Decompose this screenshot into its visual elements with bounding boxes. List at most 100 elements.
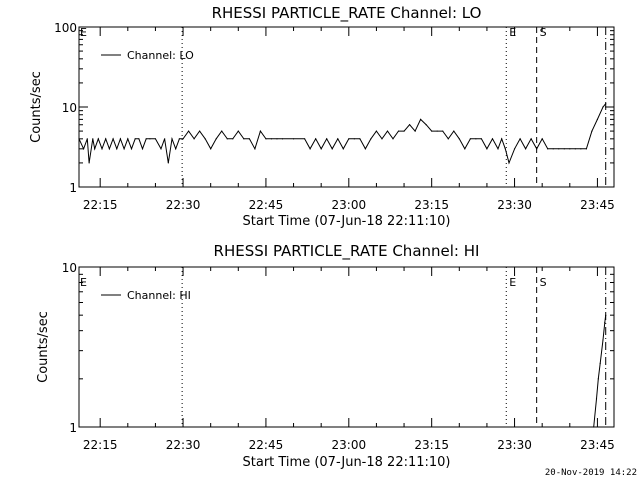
data-point (171, 138, 173, 140)
data-point (232, 138, 234, 140)
data-point (210, 148, 212, 150)
data-point (513, 148, 516, 150)
data-point (591, 130, 593, 132)
data-point (83, 148, 85, 150)
data-point (491, 138, 494, 140)
x-tick-label: 23:00 (332, 438, 367, 452)
data-point (160, 148, 162, 150)
data-point (123, 148, 125, 150)
data-point (599, 362, 601, 364)
data-point (127, 138, 129, 140)
data-point (86, 138, 88, 140)
data-point (199, 130, 201, 132)
x-tick-label: 23:30 (497, 198, 532, 212)
data-point (254, 148, 256, 150)
data-point (116, 148, 118, 150)
data-point (436, 130, 438, 132)
data-point (119, 138, 122, 140)
data-point (431, 130, 433, 132)
data-point (414, 130, 416, 132)
data-point (375, 130, 378, 132)
data-point (237, 130, 239, 132)
footer-timestamp: 20-Nov-2019 14:22 (545, 468, 637, 478)
data-point (464, 148, 466, 150)
data-point (397, 130, 400, 132)
data-point (530, 138, 532, 140)
x-tick-label: 23:15 (414, 438, 449, 452)
data-point (154, 138, 157, 140)
data-point (276, 138, 278, 140)
data-point (134, 138, 136, 140)
data-point (447, 138, 449, 140)
legend-label: Channel: HI (127, 289, 191, 302)
data-point (78, 138, 80, 140)
x-tick-label: 23:30 (497, 438, 532, 452)
data-point (243, 138, 245, 140)
data-point (204, 138, 206, 140)
data-point (536, 148, 538, 150)
data-point (178, 138, 180, 140)
data-point (342, 148, 344, 150)
data-point (596, 118, 599, 120)
data-point (392, 138, 394, 140)
data-point (370, 138, 372, 140)
data-point (187, 130, 190, 132)
y-tick-label: 1 (69, 181, 77, 195)
x-tick-label: 22:30 (166, 438, 201, 452)
data-point (519, 138, 521, 140)
x-tick-label: 22:15 (83, 198, 118, 212)
plot-frame (78, 266, 615, 428)
data-point (94, 148, 96, 150)
x-tick-label: 22:45 (249, 438, 284, 452)
corner-label: E (80, 26, 87, 39)
data-point (138, 138, 140, 140)
x-tick-label: 22:30 (166, 198, 201, 212)
x-tick-label: 22:15 (83, 438, 118, 452)
data-point (215, 138, 217, 140)
x-axis-title: Start Time (07-Jun-18 22:11:10) (243, 214, 451, 229)
chart-title: RHESSI PARTICLE_RATE Channel: LO (212, 4, 482, 23)
data-point (92, 138, 94, 140)
series-line (593, 315, 607, 428)
data-point (88, 162, 90, 164)
data-point (315, 138, 317, 140)
data-point (164, 138, 166, 140)
data-point (292, 138, 295, 140)
data-point (112, 138, 114, 140)
data-point (248, 138, 250, 140)
data-point (381, 138, 383, 140)
data-point (604, 321, 606, 324)
data-point (403, 130, 405, 132)
data-point (547, 148, 549, 150)
data-point (569, 148, 571, 150)
x-tick-label: 22:45 (249, 198, 284, 212)
y-tick-label: 100 (54, 21, 77, 35)
y-tick-label: 1 (69, 421, 77, 435)
corner-label: E (80, 276, 87, 289)
data-point (475, 138, 477, 140)
data-point (304, 138, 306, 140)
data-point (259, 130, 262, 132)
y-tick-label: 10 (62, 261, 77, 275)
data-point (331, 148, 333, 150)
marker-label: E (509, 26, 516, 39)
data-point (453, 130, 455, 132)
series-line (78, 103, 607, 165)
chart-panel-lo: RHESSI PARTICLE_RATE Channel: LO 1 10 100 22… (29, 4, 615, 229)
data-point (593, 426, 595, 428)
data-point (420, 118, 422, 120)
data-point (348, 138, 350, 140)
data-point (353, 138, 355, 140)
data-point (182, 138, 184, 140)
x-tick-label: 23:45 (580, 198, 615, 212)
data-point (541, 138, 543, 140)
data-point (175, 148, 177, 150)
data-point (320, 148, 322, 150)
data-point (149, 138, 151, 140)
data-point (97, 138, 99, 140)
y-axis-title: Counts/sec (29, 71, 44, 143)
data-point (504, 148, 506, 150)
x-tick-label: 23:15 (414, 198, 449, 212)
data-point (105, 138, 107, 140)
